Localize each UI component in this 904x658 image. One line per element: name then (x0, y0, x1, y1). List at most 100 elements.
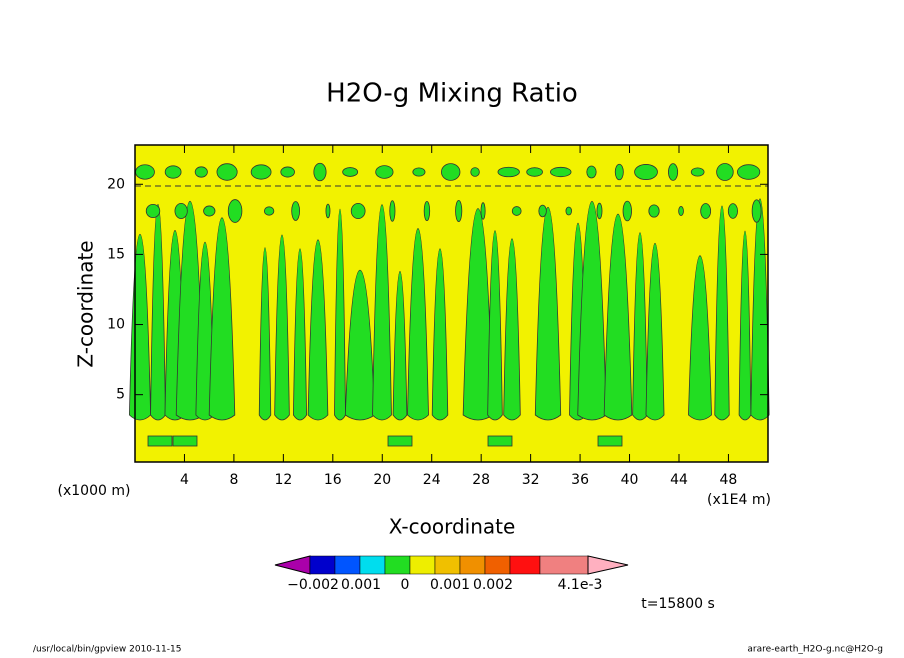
contour-region (614, 163, 624, 181)
contour-region (632, 232, 648, 421)
contour-region (565, 206, 572, 216)
colorbar-label: 0.002 (473, 577, 513, 593)
time-label: t=15800 s (641, 596, 715, 612)
contour-region (538, 204, 547, 218)
x-tick-label: 28 (472, 472, 490, 488)
chart-title: H2O-g Mixing Ratio (326, 79, 578, 109)
contour-region (342, 167, 359, 177)
contour-region (307, 239, 329, 421)
colorbar-box (384, 555, 411, 575)
contour-region (431, 248, 449, 421)
contour-region (274, 234, 290, 421)
x-tick-label: 8 (229, 472, 238, 488)
x-tick-label: 32 (522, 472, 540, 488)
contour-region (334, 208, 346, 421)
contour-region (690, 167, 705, 177)
footer: /usr/local/bin/gpview 2010-11-15 (33, 645, 181, 655)
contour-region (325, 203, 331, 219)
contour-region (645, 242, 665, 421)
x-tick-label: 12 (274, 472, 292, 488)
contour-region (145, 204, 161, 218)
colorbar-box (334, 555, 361, 575)
contour-region (172, 435, 198, 447)
contour-region (174, 202, 188, 220)
x-tick-label: 44 (670, 472, 688, 488)
colorbar-box (484, 555, 511, 575)
colorbar-box (509, 555, 541, 575)
y-tick-label: 20 (107, 176, 125, 192)
contour-region (227, 199, 243, 223)
contour-region (577, 200, 607, 421)
contour-region (634, 164, 658, 180)
contour-region (194, 166, 208, 178)
contour-region (550, 166, 572, 178)
y-tick-label: 15 (107, 246, 125, 262)
contour-region (372, 204, 392, 421)
contour-region (668, 163, 679, 181)
colorbar-box (409, 555, 436, 575)
contour-region (480, 202, 486, 220)
x-tick-label: 40 (621, 472, 639, 488)
contour-region (150, 203, 166, 421)
plot-frame (134, 144, 769, 463)
contour-region (727, 203, 738, 219)
contour-region (596, 202, 603, 220)
contour-region (737, 164, 761, 180)
contour-region (280, 166, 295, 178)
colorbar-arrow (587, 555, 629, 575)
contour-region (216, 163, 238, 181)
contour-region (455, 199, 463, 223)
contour-region (147, 435, 173, 447)
contour-region (470, 167, 480, 177)
contour-region (195, 241, 215, 421)
contour-region (441, 163, 461, 181)
contour-region (258, 247, 272, 421)
y-tick-label: 10 (107, 317, 125, 333)
contour-region (526, 167, 543, 177)
y-axis-label: Z-coordinate (74, 240, 98, 367)
contour-region (738, 230, 752, 421)
contour-region (751, 199, 762, 223)
contour-region (487, 230, 503, 421)
contour-region (503, 238, 521, 421)
x-tick-label: 4 (180, 472, 189, 488)
contour-region (350, 202, 366, 220)
contour-region (392, 271, 408, 421)
contour-region (263, 206, 275, 216)
contour-region (678, 206, 684, 216)
contour-region (688, 255, 712, 421)
x-tick-label: 36 (571, 472, 589, 488)
colorbar-label: 0.001 (430, 577, 470, 593)
footer: arare-earth_H2O-g.nc@H2O-g (747, 645, 883, 655)
contour-region (487, 435, 513, 447)
contour-region (648, 204, 660, 218)
colorbar-label: 4.1e-3 (558, 577, 603, 593)
contour-region (603, 213, 633, 421)
contour-region (412, 167, 426, 177)
colorbar-label: 0.001 (341, 577, 381, 593)
colorbar-label: −0.002 (287, 577, 339, 593)
y-tick-label: 5 (116, 387, 125, 403)
contour-region (700, 203, 712, 219)
contour-region (208, 217, 236, 421)
colorbar-box (309, 555, 336, 575)
x-unit: (x1000 m) (58, 483, 131, 499)
contour-region (313, 162, 327, 182)
colorbar-box (359, 555, 386, 575)
contour-region (586, 165, 597, 179)
contour-region (597, 435, 623, 447)
contour-region (716, 163, 734, 181)
contour-region (375, 165, 394, 179)
colorbar-arrow (274, 555, 311, 575)
x-unit: (x1E4 m) (707, 492, 771, 508)
contour-region (344, 269, 376, 421)
colorbar-box (539, 555, 589, 575)
contour-region (389, 200, 396, 222)
contour-region (622, 200, 632, 222)
contour-region (511, 206, 522, 216)
contour-region (291, 201, 301, 221)
contour-region (423, 200, 431, 222)
x-axis-label: X-coordinate (389, 515, 516, 539)
contour-region (407, 228, 429, 421)
